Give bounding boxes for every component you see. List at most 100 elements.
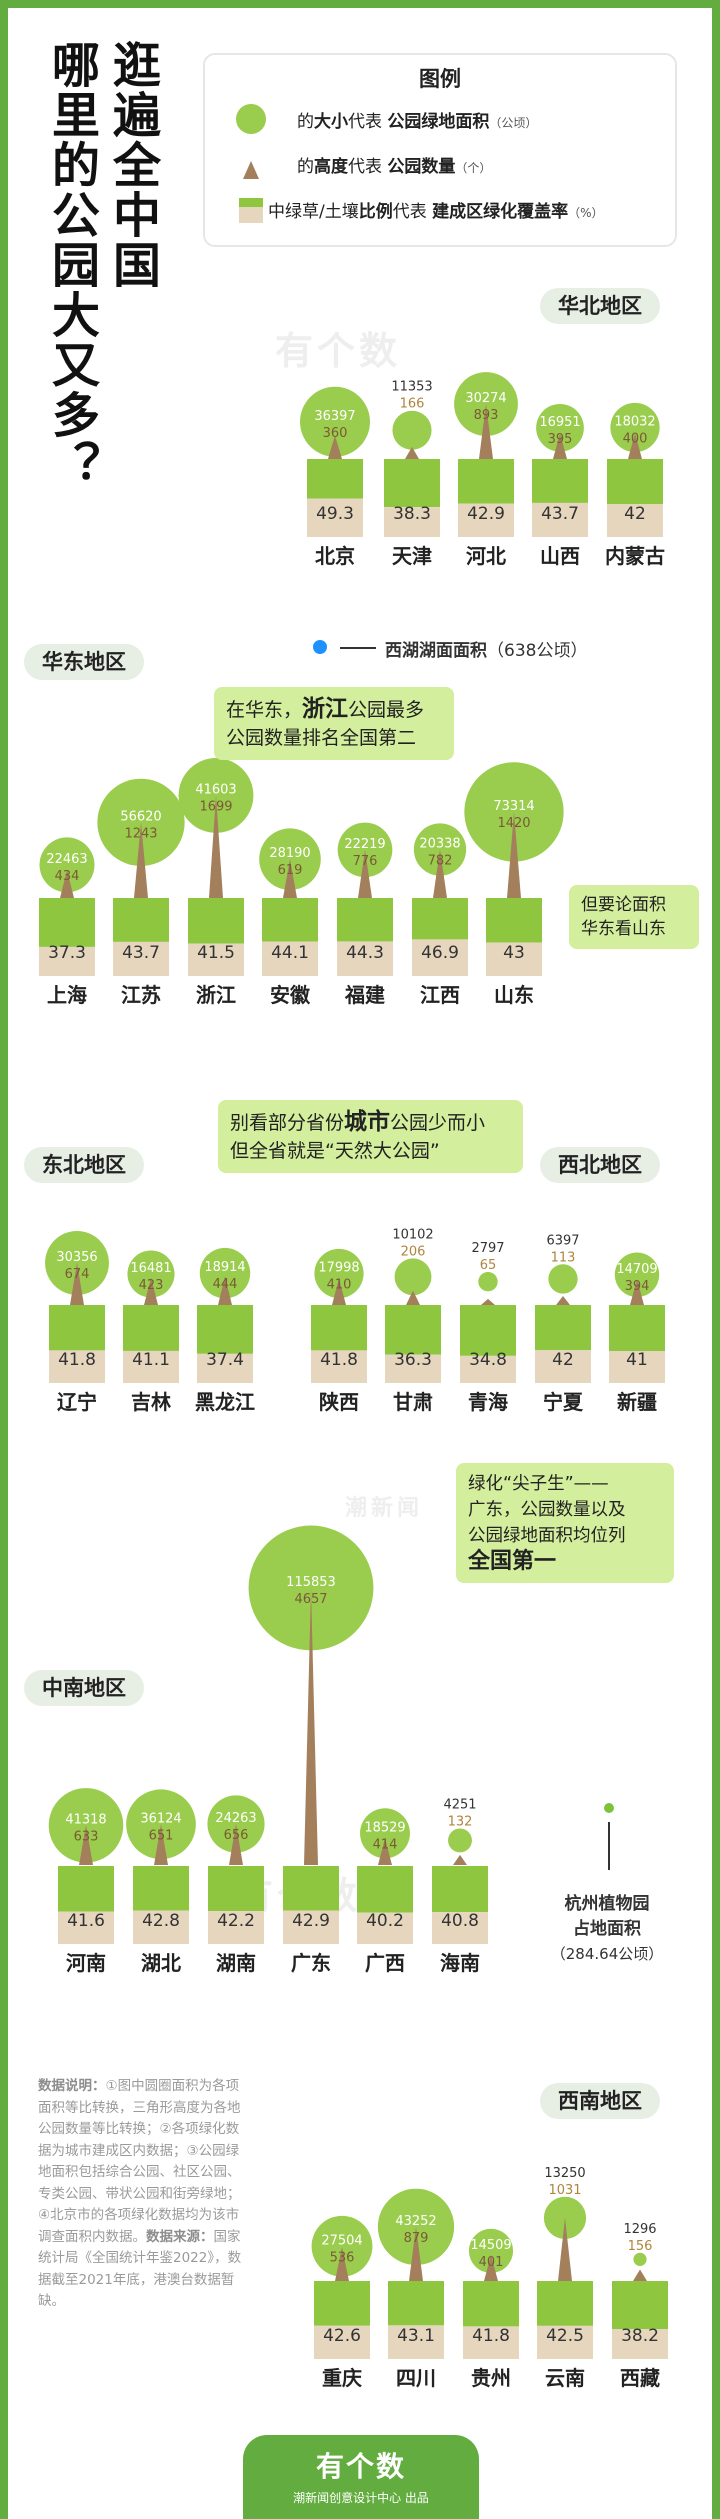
park-count-label: 360 — [323, 426, 348, 441]
tree-canopy — [314, 1248, 364, 1299]
grass-block — [532, 459, 588, 503]
park-count-label: 444 — [213, 1277, 238, 1292]
legend-canopy-swatch — [236, 104, 266, 134]
province-name: 辽宁 — [57, 1390, 97, 1414]
tree-trunk — [229, 1823, 243, 1865]
coverage-label: 42.9 — [467, 504, 505, 524]
coverage-label: 43.1 — [397, 2326, 435, 2346]
coverage-label: 42.8 — [142, 1911, 180, 1931]
province-name: 广西 — [365, 1951, 405, 1975]
park-count-label: 414 — [373, 1837, 398, 1852]
tree-trunk — [335, 2247, 349, 2281]
legend-title: 图例 — [419, 67, 461, 91]
park-count-label: 536 — [330, 2250, 355, 2265]
coverage-label: 43 — [503, 943, 525, 963]
park-count-label: 132 — [448, 1814, 473, 1829]
coverage-label: 42.9 — [292, 1911, 330, 1931]
park-count-label: 656 — [224, 1828, 249, 1843]
grass-block — [311, 1305, 367, 1351]
tree-trunk — [453, 1854, 467, 1865]
province-name: 贵州 — [471, 2366, 511, 2390]
park-area-label: 115853 — [286, 1575, 336, 1590]
park-area-label: 16481 — [130, 1261, 171, 1276]
grass-block — [58, 1866, 114, 1912]
tree-trunk — [556, 1296, 570, 1305]
park-area-label: 6397 — [546, 1233, 579, 1248]
region-label-northeast: 东北地区 — [24, 1147, 144, 1183]
soil-block — [385, 1354, 441, 1383]
tree-trunk — [144, 1277, 158, 1305]
region-label-centralsouth: 中南地区 — [24, 1670, 144, 1706]
coverage-label: 42 — [624, 504, 646, 524]
soil-block — [133, 1910, 189, 1944]
grass-block — [133, 1866, 189, 1911]
tree-trunk — [409, 2226, 423, 2281]
coverage-label: 42.6 — [323, 2326, 361, 2346]
tree-trunk — [630, 1279, 644, 1305]
soil-block — [432, 1912, 488, 1944]
soil-block — [307, 498, 363, 537]
coverage-label: 41.6 — [67, 1911, 105, 1931]
park-area-label: 10102 — [392, 1227, 433, 1242]
park-count-label: 401 — [479, 2255, 504, 2270]
soil-block — [537, 2325, 593, 2359]
watermark: 有个数 — [275, 329, 402, 373]
park-area-label: 11353 — [391, 380, 432, 395]
province-name: 湖北 — [141, 1951, 181, 1975]
coverage-label: 46.9 — [421, 943, 459, 963]
soil-block — [458, 503, 514, 537]
tree-trunk — [328, 435, 342, 459]
coverage-label: 37.4 — [206, 1350, 244, 1370]
park-area-label: 27504 — [321, 2233, 362, 2248]
tree-canopy — [468, 2228, 514, 2273]
tree-trunk — [558, 2217, 572, 2281]
grass-block — [388, 2281, 444, 2326]
tree-trunk — [79, 1825, 93, 1865]
footer-subtitle: 潮新闻创意设计中心 出品 — [293, 2491, 429, 2505]
callout-zhejiang: 在华东，浙江公园最多 公园数量排名全国第二 — [214, 687, 454, 760]
park-area-label: 18032 — [614, 414, 655, 429]
coverage-label: 38.2 — [621, 2326, 659, 2346]
park-count-label: 633 — [74, 1829, 99, 1844]
province-name: 江西 — [420, 983, 460, 1007]
coverage-label: 40.2 — [366, 1911, 404, 1931]
tree-canopy — [633, 2252, 647, 2266]
region-label-northwest: 西北地区 — [540, 1147, 660, 1183]
coverage-label: 42.2 — [217, 1911, 255, 1931]
grass-block — [612, 2281, 668, 2330]
tree-trunk — [70, 1262, 84, 1305]
park-area-label: 4251 — [443, 1797, 476, 1812]
tree-canopy — [478, 1271, 498, 1292]
coverage-label: 43.7 — [122, 943, 160, 963]
legend-soil-swatch — [239, 207, 263, 223]
park-area-label: 22463 — [46, 852, 87, 867]
park-count-label: 1243 — [124, 826, 157, 841]
park-count-label: 395 — [548, 432, 573, 447]
soil-block — [39, 946, 95, 976]
park-area-label: 20338 — [419, 837, 460, 852]
grass-block — [283, 1866, 339, 1911]
park-area-label: 30274 — [465, 391, 506, 406]
grass-block — [535, 1305, 591, 1351]
province-name: 宁夏 — [543, 1390, 584, 1414]
soil-block — [197, 1353, 253, 1383]
tree-canopy — [448, 1828, 472, 1853]
park-area-label: 41318 — [65, 1812, 106, 1827]
park-area-label: 30356 — [56, 1250, 97, 1265]
park-area-label: 16951 — [539, 415, 580, 430]
park-area-label: 18529 — [364, 1820, 405, 1835]
legend-row-size: 的大小代表 公园绿地面积（公顷） — [297, 112, 538, 132]
tree-trunk — [358, 849, 372, 898]
tree-trunk — [283, 859, 297, 898]
grass-block — [460, 1305, 516, 1356]
xihu-label: 西湖湖面面积（638公顷） — [385, 641, 588, 661]
park-count-label: 113 — [551, 1250, 576, 1265]
soil-block — [612, 2329, 668, 2359]
page-title-line2: 哪里的公园大又多？ — [43, 40, 99, 490]
park-area-label: 14509 — [470, 2238, 511, 2253]
tree-trunk — [484, 2255, 498, 2281]
tree-trunk — [507, 811, 521, 898]
region-label-southwest: 西南地区 — [540, 2083, 660, 2119]
grass-block — [607, 459, 663, 505]
